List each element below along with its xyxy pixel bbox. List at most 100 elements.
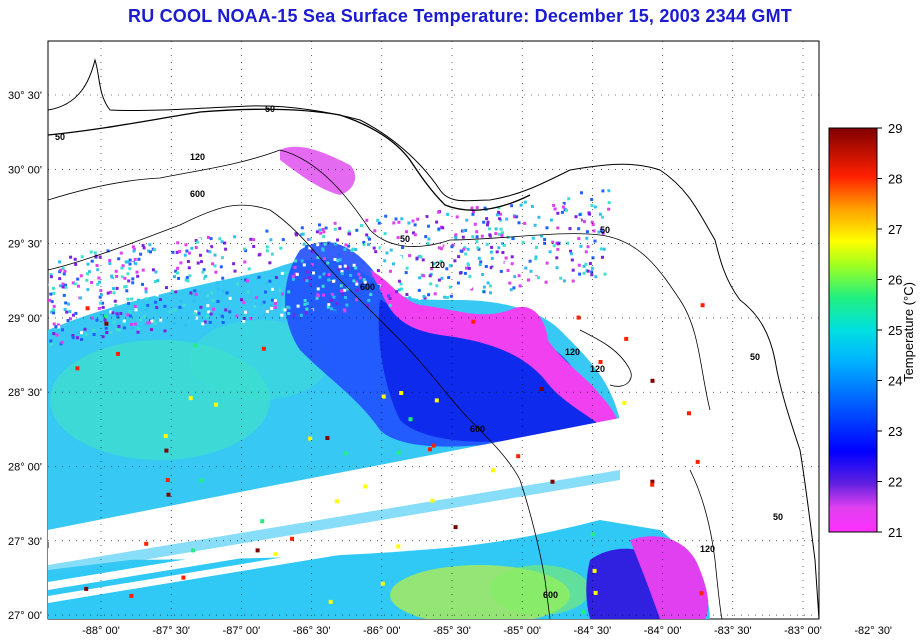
speckle: [330, 298, 334, 302]
speckle: [560, 210, 564, 214]
speckle: [206, 235, 210, 239]
speckle: [244, 278, 247, 282]
speckle: [365, 218, 369, 222]
speckle: [134, 262, 138, 266]
speckle: [71, 281, 75, 285]
speckle: [128, 310, 132, 314]
speckle: [120, 275, 124, 279]
speckle: [206, 304, 210, 308]
speckle: [599, 228, 603, 232]
speckle: [86, 272, 89, 276]
y-tick-label: 28° 30': [8, 387, 42, 399]
speckle: [510, 255, 514, 259]
speckle: [440, 276, 444, 280]
speckle: [430, 267, 434, 271]
speckle: [333, 221, 337, 225]
speckle: [498, 217, 502, 221]
speckle: [534, 276, 538, 280]
speckle: [343, 264, 347, 268]
speckle: [582, 220, 586, 224]
speckle: [401, 246, 405, 249]
speckle: [85, 278, 89, 282]
speckle: [52, 304, 56, 308]
speckle: [150, 319, 154, 323]
speckle: [416, 217, 420, 221]
speckle: [281, 292, 284, 296]
speckle: [178, 305, 182, 309]
speckle: [308, 237, 312, 241]
speckle: [437, 227, 441, 231]
speckle: [111, 277, 115, 280]
speckle: [405, 230, 408, 234]
speckle: [604, 190, 608, 194]
speckle: [220, 240, 224, 244]
speckle: [152, 319, 156, 323]
speckle: [504, 256, 508, 260]
speckle: [155, 293, 159, 297]
speckle: [475, 206, 479, 209]
speckle: [495, 250, 499, 254]
speckle: [287, 290, 291, 294]
speckle: [112, 320, 116, 324]
speckle: [235, 314, 239, 318]
speckle: [241, 252, 245, 256]
speckle: [184, 278, 188, 282]
cloud-speckles: [48, 189, 705, 614]
speckle: [168, 274, 171, 278]
speckle: [228, 310, 232, 314]
speckle: [76, 277, 80, 281]
speckle: [243, 247, 246, 251]
map-title: RU COOL NOAA-15 Sea Surface Temperature:…: [128, 6, 792, 26]
speckle: [242, 319, 246, 323]
depth-contour-120: [48, 149, 711, 411]
speckle: [310, 308, 314, 312]
speckle: [511, 252, 515, 256]
speckle: [392, 221, 396, 225]
speckle: [418, 276, 422, 280]
speckle: [292, 313, 296, 317]
speckle: [338, 253, 342, 257]
speckle: [175, 250, 179, 254]
speckle: [497, 206, 501, 210]
speckle: [363, 280, 367, 284]
speckle: [85, 306, 90, 311]
speckle: [69, 255, 73, 259]
speckle: [199, 260, 203, 264]
speckle: [493, 273, 497, 277]
speckle: [601, 189, 605, 193]
speckle: [509, 288, 513, 292]
speckle: [601, 231, 605, 235]
speckle: [246, 290, 250, 294]
speckle: [115, 327, 119, 331]
speckle: [468, 275, 472, 278]
speckle: [92, 333, 96, 336]
speckle: [159, 298, 162, 301]
speckle: [155, 306, 159, 309]
speckle: [122, 319, 126, 323]
speckle: [362, 243, 366, 246]
speckle: [205, 314, 209, 318]
speckle: [374, 250, 378, 254]
speckle: [120, 266, 124, 270]
sst-deep-blue-region: [378, 300, 612, 442]
speckle: [294, 232, 298, 236]
speckle: [265, 245, 269, 249]
speckle: [171, 250, 175, 254]
speckle: [54, 325, 58, 329]
speckle: [337, 267, 341, 271]
speckle: [426, 242, 430, 245]
speckle: [467, 263, 470, 267]
speckle: [62, 293, 66, 297]
speckle: [622, 401, 627, 405]
speckle: [311, 249, 315, 253]
speckle: [467, 266, 471, 270]
speckle: [309, 282, 312, 286]
x-tick-label: -84° 00': [644, 625, 682, 637]
speckle: [265, 310, 269, 313]
speckle: [215, 281, 219, 285]
speckle: [49, 275, 53, 279]
speckle: [303, 302, 307, 306]
speckle: [235, 282, 239, 286]
speckle: [334, 499, 339, 504]
speckle: [354, 248, 358, 251]
